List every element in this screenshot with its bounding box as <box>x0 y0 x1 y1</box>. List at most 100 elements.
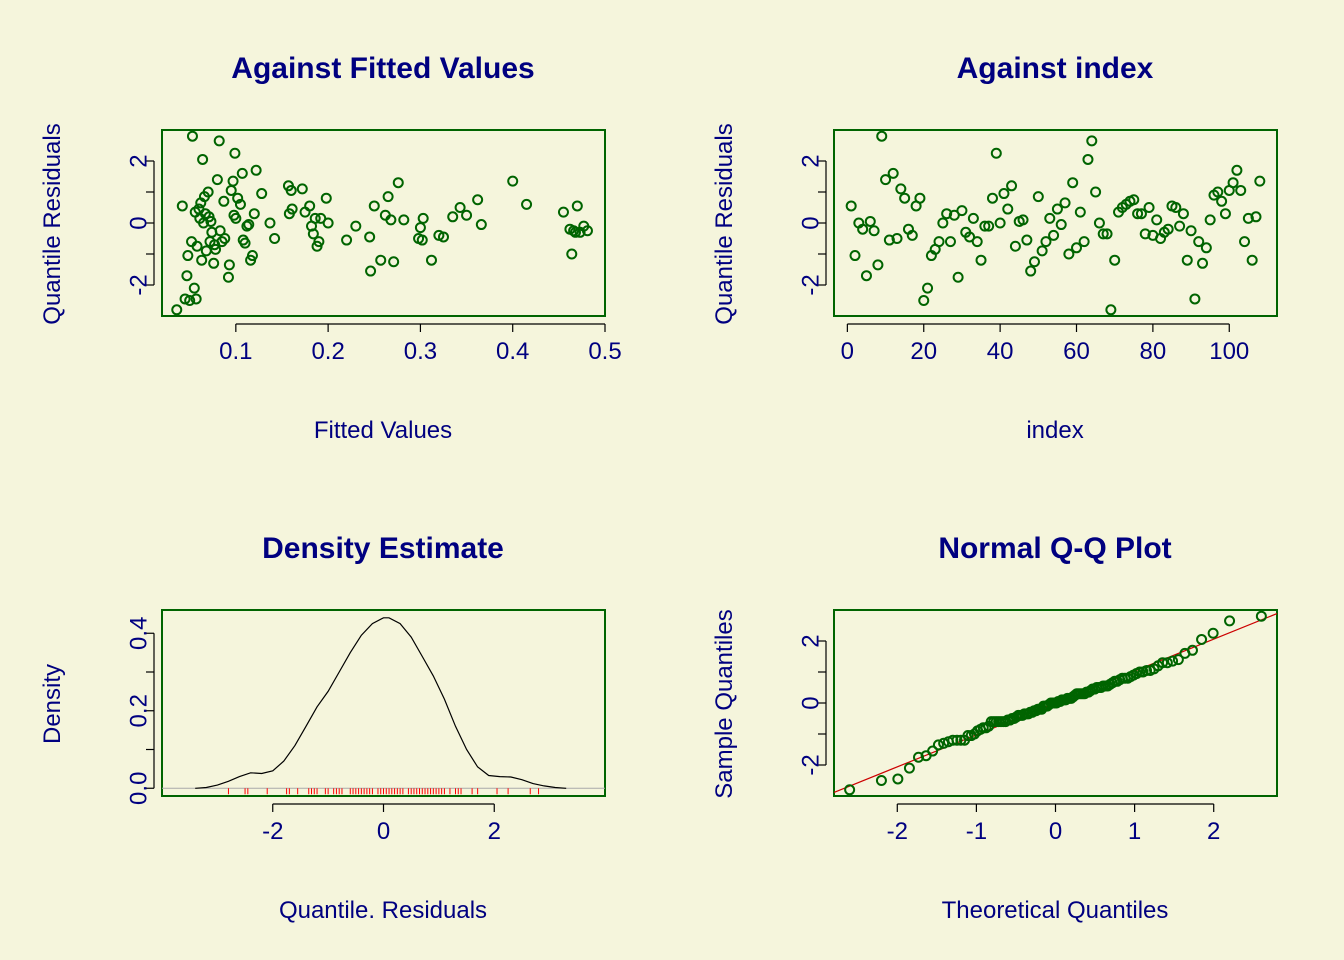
panel-index-x-tick-label: 80 <box>1140 338 1167 365</box>
panel-fitted-point <box>230 212 242 224</box>
panel-density-title: Density Estimate <box>262 532 504 565</box>
panel-qq-ylabel: Sample Quantiles <box>711 609 738 798</box>
panel-fitted-point <box>211 174 223 186</box>
panel-fitted-point <box>225 184 237 196</box>
panel-index-point <box>1078 236 1090 248</box>
panel-fitted: Against Fitted Values Fitted Values Quan… <box>39 52 622 444</box>
panel-density-x-tick-label: 0 <box>377 818 390 845</box>
panel-qq-frame <box>833 609 1278 797</box>
panel-index-point <box>1204 214 1216 226</box>
panel-qq-x-tick-label: 2 <box>1207 818 1220 845</box>
panel-index-point <box>1090 186 1102 198</box>
panel-index-point <box>1193 236 1205 248</box>
panel-qq-x-tick-label: -1 <box>966 818 987 845</box>
panel-fitted-point <box>196 254 208 266</box>
panel-index-point <box>975 254 987 266</box>
panel-fitted-point <box>475 219 487 231</box>
panel-fitted-point <box>222 271 234 283</box>
qq-point <box>1157 657 1169 669</box>
panel-fitted-y-tick-label: 2 <box>125 154 152 167</box>
panel-density-x-tick-label: -2 <box>262 818 283 845</box>
panel-index-point <box>1006 180 1018 192</box>
panel-index-point <box>1044 212 1056 224</box>
qq-point <box>1167 655 1179 667</box>
panel-index-point <box>918 295 930 306</box>
panel-index-title: Against index <box>957 52 1154 85</box>
panel-index-point <box>849 250 861 262</box>
panel-fitted-point <box>218 195 230 207</box>
panel-index-point <box>1197 257 1209 269</box>
panel-index-point <box>864 215 876 227</box>
panel-fitted-point <box>269 233 281 244</box>
panel-fitted-point <box>264 217 276 229</box>
panel-index-point <box>1028 256 1040 268</box>
panel-fitted-point <box>425 254 437 266</box>
panel-fitted-point <box>186 130 198 142</box>
qq-point <box>1161 657 1173 669</box>
panel-fitted-point <box>437 231 449 243</box>
panel-index-x-tick-label: 100 <box>1209 338 1249 365</box>
qq-point <box>1186 644 1198 656</box>
panel-index-point <box>1032 191 1044 203</box>
panel-fitted-point <box>566 248 578 260</box>
panel-index-point <box>1063 248 1075 260</box>
panel-index-ylabel: Quantile Residuals <box>711 123 738 324</box>
panel-fitted-ylabel: Quantile Residuals <box>39 123 66 324</box>
panel-fitted-point <box>368 200 380 212</box>
panel-fitted-point <box>232 192 244 204</box>
panel-fitted-point <box>202 186 214 198</box>
panel-fitted-point <box>208 257 220 269</box>
panel-fitted-point <box>388 256 400 268</box>
panel-fitted-point <box>256 188 268 200</box>
panel-fitted-point <box>398 214 410 226</box>
qq-point <box>875 775 887 786</box>
panel-index-point <box>1017 214 1029 226</box>
panel-density-ylabel: Density <box>39 664 66 744</box>
panel-fitted-point <box>296 183 308 195</box>
panel-index-point <box>986 192 998 204</box>
panel-index-point <box>1002 203 1014 215</box>
panel-qq-axes: -2 -1 0 1 2 -2 0 2 <box>797 634 1220 845</box>
panel-fitted-point <box>216 236 228 248</box>
qq-point <box>892 773 904 785</box>
panel-fitted-point <box>461 209 473 221</box>
panel-index-point <box>860 270 872 282</box>
panel-qq-title: Normal Q-Q Plot <box>938 532 1171 565</box>
panel-density: Density Estimate Quantile. Residuals Den… <box>39 532 606 924</box>
panel-index-point <box>876 130 888 142</box>
panel-fitted-point <box>309 212 321 224</box>
panel-index-point <box>899 192 911 204</box>
panel-index-point <box>1097 228 1109 240</box>
panel-index-point <box>872 259 884 271</box>
panel-index-point <box>944 236 956 248</box>
panel-index-point <box>891 233 903 244</box>
panel-fitted-point <box>171 304 183 316</box>
panel-fitted-x-tick-label: 0.5 <box>588 338 621 365</box>
panel-fitted-point <box>234 198 246 210</box>
panel-qq-y-tick-label: 0 <box>797 696 824 709</box>
qq-point <box>1134 666 1146 678</box>
panel-density-xlabel: Quantile. Residuals <box>279 897 487 924</box>
panel-fitted-point <box>454 202 466 213</box>
panel-fitted-point <box>350 220 362 232</box>
panel-index-point <box>1242 212 1254 224</box>
panel-fitted-point <box>569 226 581 238</box>
qq-point <box>932 739 944 751</box>
qq-point <box>951 734 963 746</box>
panel-fitted-point <box>246 250 258 262</box>
panel-index-point <box>990 147 1002 159</box>
panel-fitted-point <box>375 254 387 266</box>
panel-index-y-tick-label: 2 <box>797 154 824 167</box>
panel-fitted-point <box>181 270 193 282</box>
panel-fitted-point <box>414 222 426 234</box>
panel-index-point <box>1139 228 1151 240</box>
panel-fitted-point <box>385 214 397 226</box>
panel-index-point <box>1246 254 1258 266</box>
panel-qq-y-tick-label: 2 <box>797 634 824 647</box>
panel-fitted-point <box>213 135 225 147</box>
qq-point <box>947 734 959 746</box>
panel-fitted-point <box>248 208 260 220</box>
qq-point <box>938 737 950 749</box>
panel-fitted-point <box>416 234 428 246</box>
panel-index-points <box>845 130 1266 316</box>
